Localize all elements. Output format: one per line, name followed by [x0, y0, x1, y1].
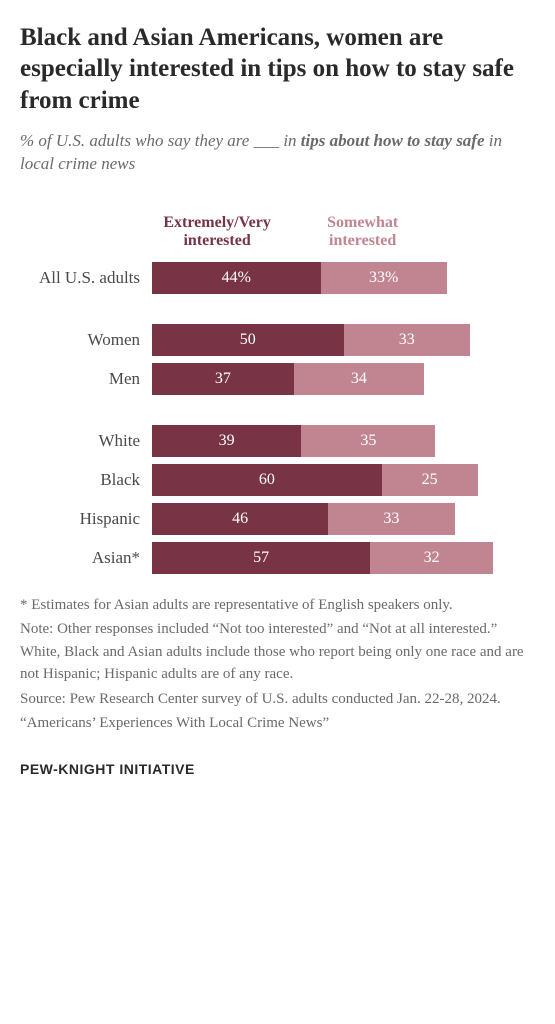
chart-subtitle: % of U.S. adults who say they are ___ in…: [20, 130, 535, 176]
bar-segment-extremely: 39: [152, 425, 301, 457]
row-label: Hispanic: [20, 509, 152, 529]
row-label: All U.S. adults: [20, 268, 152, 288]
bar-segment-somewhat: 35: [301, 425, 435, 457]
subtitle-prefix: % of U.S. adults who say they are ___ in: [20, 131, 301, 150]
bar-segment-somewhat: 25: [382, 464, 478, 496]
bar-track: 3734: [152, 363, 535, 395]
bar-segment-extremely: 57: [152, 542, 370, 574]
bar-segment-extremely: 60: [152, 464, 382, 496]
bar-segment-somewhat: 34: [294, 363, 424, 395]
footnote-line: “Americans’ Experiences With Local Crime…: [20, 712, 535, 735]
row-label: Women: [20, 330, 152, 350]
bar-segment-somewhat: 32: [370, 542, 493, 574]
legend: Extremely/Veryinterested Somewhatinterest…: [20, 214, 535, 256]
row-group: All U.S. adults44%33%: [20, 262, 535, 294]
bar-track: 6025: [152, 464, 535, 496]
bar-row: Asian*5732: [20, 542, 535, 574]
row-label: Asian*: [20, 548, 152, 568]
footnote-line: Source: Pew Research Center survey of U.…: [20, 688, 535, 711]
legend-extremely: Extremely/Veryinterested: [163, 214, 271, 251]
row-label: Men: [20, 369, 152, 389]
bar-row: White3935: [20, 425, 535, 457]
bar-row: Women5033: [20, 324, 535, 356]
bar-track: 3935: [152, 425, 535, 457]
bar-track: 5033: [152, 324, 535, 356]
bar-segment-extremely: 50: [152, 324, 344, 356]
bar-segment-extremely: 37: [152, 363, 294, 395]
footnotes: * Estimates for Asian adults are represe…: [20, 594, 535, 735]
bar-segment-extremely: 46: [152, 503, 328, 535]
initiative-label: PEW-KNIGHT INITIATIVE: [20, 761, 535, 777]
legend-somewhat: Somewhatinterested: [327, 214, 398, 251]
bar-segment-somewhat: 33: [328, 503, 454, 535]
bar-row: All U.S. adults44%33%: [20, 262, 535, 294]
footnote-line: * Estimates for Asian adults are represe…: [20, 594, 535, 617]
row-label: Black: [20, 470, 152, 490]
chart-title: Black and Asian Americans, women are esp…: [20, 22, 535, 116]
bar-segment-somewhat: 33%: [321, 262, 447, 294]
bar-row: Men3734: [20, 363, 535, 395]
bar-segment-somewhat: 33: [344, 324, 470, 356]
row-group: Women5033Men3734: [20, 324, 535, 395]
row-group: White3935Black6025Hispanic4633Asian*5732: [20, 425, 535, 574]
bar-track: 44%33%: [152, 262, 535, 294]
bar-row: Hispanic4633: [20, 503, 535, 535]
bar-row: Black6025: [20, 464, 535, 496]
footnote-line: Note: Other responses included “Not too …: [20, 618, 535, 686]
row-label: White: [20, 431, 152, 451]
bar-track: 5732: [152, 542, 535, 574]
bar-chart: Extremely/Veryinterested Somewhatinterest…: [20, 214, 535, 574]
bar-track: 4633: [152, 503, 535, 535]
subtitle-emphasis: tips about how to stay safe: [301, 131, 485, 150]
bar-segment-extremely: 44%: [152, 262, 321, 294]
